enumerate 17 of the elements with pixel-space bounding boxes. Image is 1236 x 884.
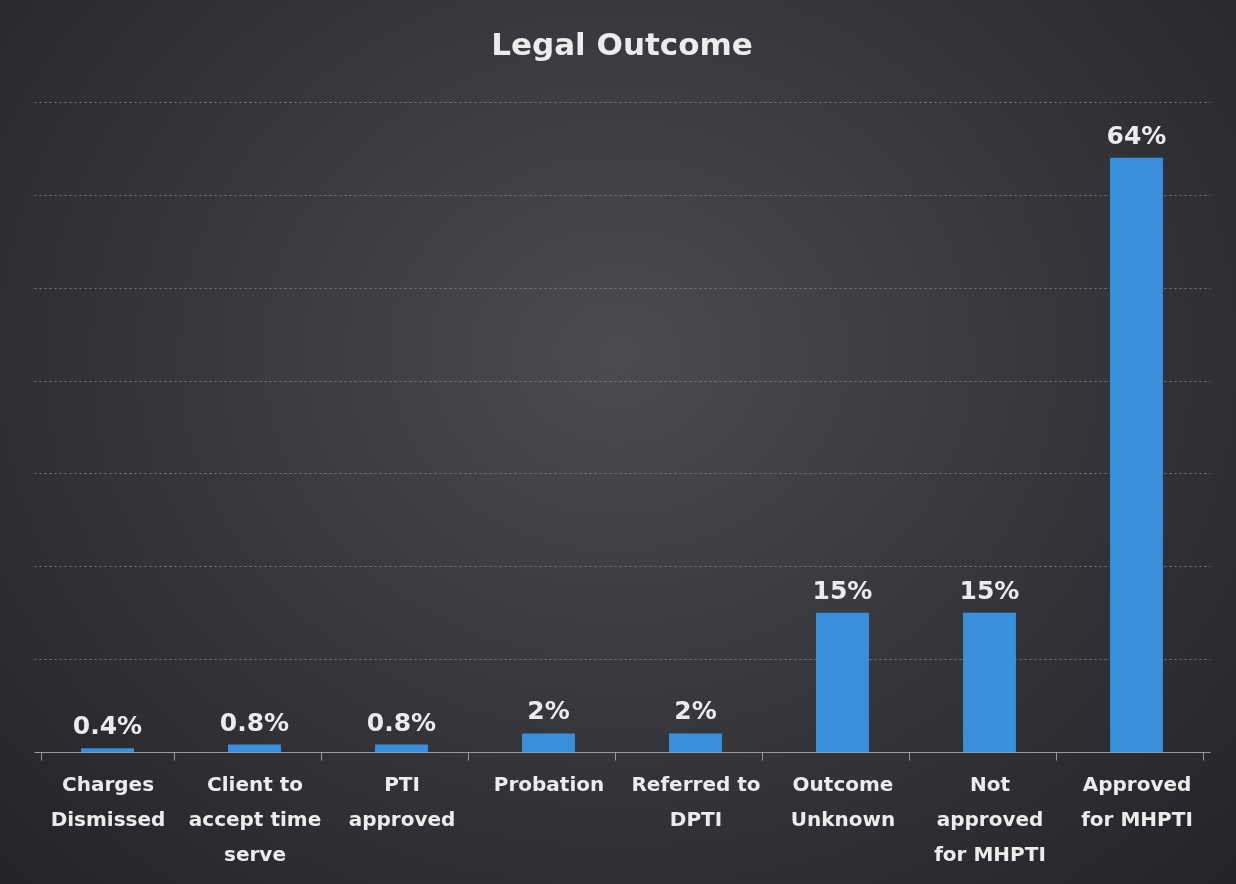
data-label: 2% [674,696,717,726]
data-label: 15% [959,575,1020,605]
data-label: 15% [812,575,873,605]
data-label: 0.8% [366,707,437,737]
x-tick-label: Referred to DPTI [631,771,761,831]
x-tick-label: PTI approved [348,771,456,831]
x-tick-label: Client to accept time serve [188,771,322,866]
x-tick-label: Not approved for MHPTI [934,771,1046,866]
data-label: 2% [527,696,570,726]
data-label: 0.8% [219,707,290,737]
x-tick-label: Approved for MHPTI [1081,771,1193,831]
data-label: 0.4% [72,711,143,741]
chart-title: Legal Outcome [491,26,753,62]
x-tick-label: Outcome Unknown [790,771,896,831]
data-label: 64% [1106,120,1167,150]
x-tick-label: Charges Dismissed [50,771,166,831]
x-tick-label: Probation [493,771,605,796]
